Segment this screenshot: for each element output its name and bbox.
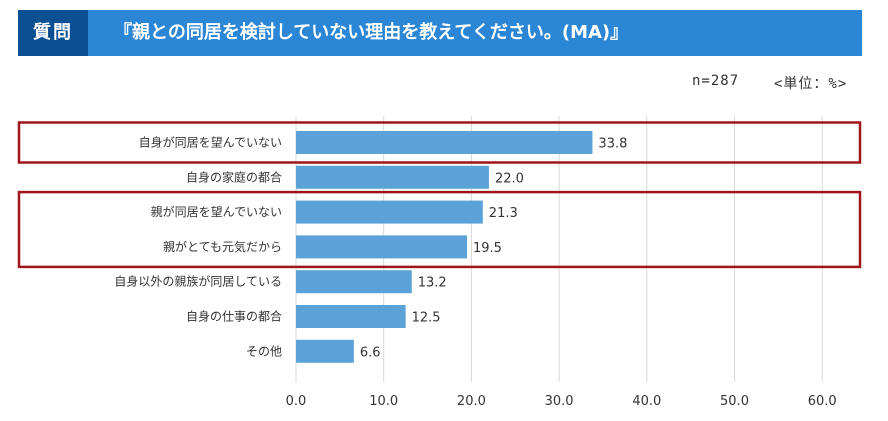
highlight-box bbox=[17, 121, 862, 164]
x-tick-label: 50.0 bbox=[720, 394, 749, 409]
question-header: 質問 『親との同居を検討していない理由を教えてください。(MA)』 bbox=[18, 10, 862, 56]
highlight-box bbox=[17, 190, 862, 269]
question-title: 『親との同居を検討していない理由を教えてください。(MA)』 bbox=[114, 22, 629, 43]
data-label: 19.5 bbox=[473, 241, 502, 256]
category-label: その他 bbox=[246, 344, 282, 358]
bar bbox=[296, 270, 412, 294]
bar bbox=[296, 339, 354, 363]
x-tick-label: 40.0 bbox=[632, 394, 661, 409]
category-label: 親がとても元気だから bbox=[163, 239, 282, 254]
x-tick-label: 30.0 bbox=[545, 394, 574, 409]
data-label: 13.2 bbox=[418, 276, 447, 291]
x-tick-label: 60.0 bbox=[808, 394, 837, 409]
unit-label: <単位：%> bbox=[774, 76, 848, 92]
category-label: 自身の家庭の都合 bbox=[186, 169, 282, 184]
x-tick-label: 0.0 bbox=[286, 394, 307, 409]
bar bbox=[296, 305, 406, 328]
data-label: 6.6 bbox=[360, 345, 381, 360]
x-tick-label: 20.0 bbox=[457, 394, 486, 409]
bar bbox=[296, 131, 593, 154]
category-label: 自身が同居を望んでいない bbox=[139, 135, 282, 150]
x-tick-label: 10.0 bbox=[369, 394, 398, 409]
data-label: 33.8 bbox=[598, 137, 627, 152]
sample-size: n=287 bbox=[692, 73, 740, 89]
bar bbox=[296, 165, 489, 189]
category-label: 自身の仕事の都合 bbox=[186, 309, 282, 324]
question-tag: 質問 bbox=[18, 10, 88, 56]
data-label: 22.0 bbox=[495, 171, 524, 186]
category-label: 自身以外の親族が同居している bbox=[114, 274, 282, 289]
data-label: 21.3 bbox=[489, 206, 518, 221]
bar bbox=[296, 235, 468, 259]
bar bbox=[296, 200, 483, 224]
data-label: 12.5 bbox=[412, 311, 441, 326]
category-label: 親が同居を望んでいない bbox=[151, 204, 282, 219]
